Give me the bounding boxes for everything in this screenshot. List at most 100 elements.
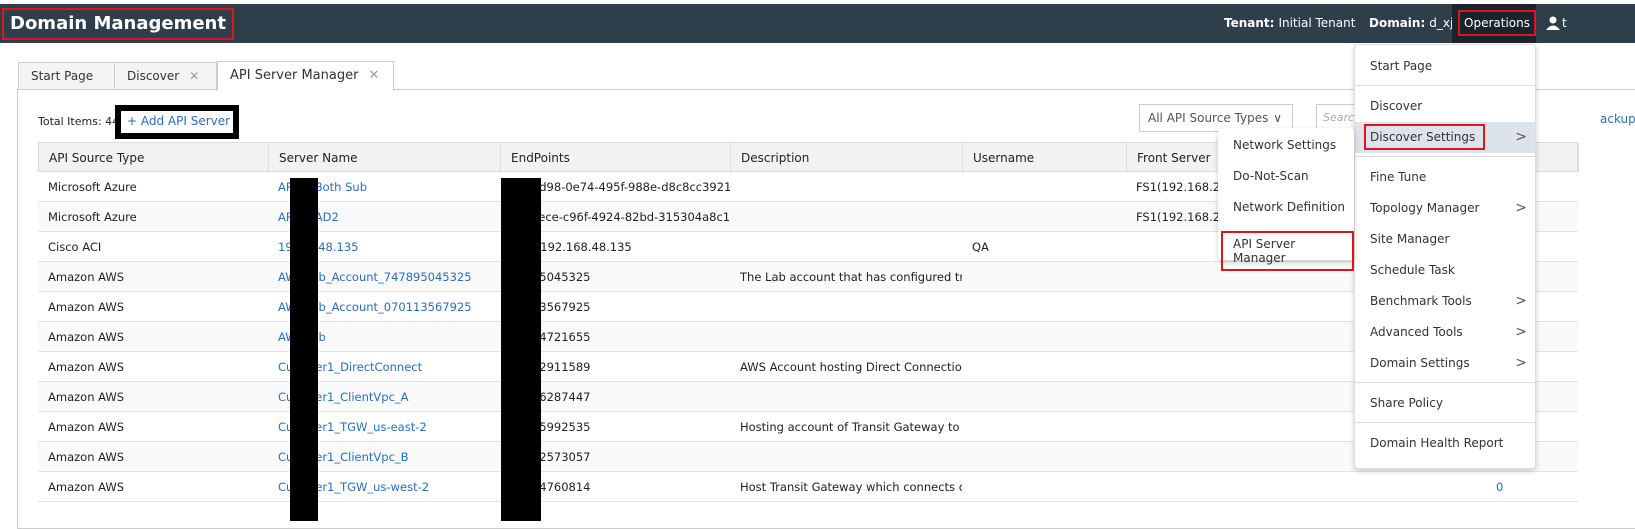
chevron-right-icon: > [1515, 355, 1527, 371]
tab-discover[interactable]: Discover ✕ [114, 62, 217, 90]
menu-item-discover-settings[interactable]: Discover Settings > [1355, 122, 1535, 153]
table-row[interactable]: Amazon AWS AW b 04 4721655 [38, 322, 1578, 352]
menu-item-fine-tune[interactable]: Fine Tune [1355, 162, 1535, 193]
close-icon[interactable]: ✕ [368, 68, 380, 83]
menu-item-topology-manager[interactable]: Topology Manager > [1355, 193, 1535, 224]
backup-link[interactable]: ackup [1600, 112, 1635, 126]
cell-user [962, 202, 1126, 232]
tab-label: Discover [127, 69, 180, 83]
column-header[interactable]: Description [731, 143, 963, 173]
tab-api-server-manager[interactable]: API Server Manager ✕ [217, 61, 394, 91]
submenu-item-do-not-scan[interactable]: Do-Not-Scan [1233, 169, 1309, 183]
domain-selector[interactable]: Domain: d_xj [1369, 16, 1453, 30]
cell-user [962, 352, 1126, 382]
table-row[interactable]: Amazon AWS Cu er1_TGW_us-west-2 30 4760814… [38, 472, 1578, 502]
menu-item-benchmark-tools[interactable]: Benchmark Tools > [1355, 286, 1535, 317]
cell-front [1126, 472, 1458, 502]
cell-name[interactable]: Cu er1_TGW_us-west-2 [278, 480, 430, 494]
cell-type: Amazon AWS [48, 330, 125, 344]
domain-value: d_xj [1429, 16, 1454, 30]
cell-name[interactable]: Cu er1_TGW_us-east-2 [278, 420, 427, 434]
column-header[interactable]: EndPoints [501, 143, 731, 173]
tenant-value: Initial Tenant [1278, 16, 1356, 30]
table-row[interactable]: Amazon AWS Cu er1_DirectConnect 42 2911589… [38, 352, 1578, 382]
menu-item-label: Schedule Task [1370, 263, 1455, 277]
menu-item-label: Advanced Tools [1370, 325, 1463, 339]
cell-name[interactable]: 19 .48.135 [278, 240, 359, 254]
table-row[interactable]: Amazon AWS Cu er1_TGW_us-east-2 16 5992535… [38, 412, 1578, 442]
cell-last[interactable]: 0 [1496, 480, 1504, 494]
menu-item-label: Discover [1370, 99, 1423, 113]
menu-item-site-manager[interactable]: Site Manager [1355, 224, 1535, 255]
menu-divider [1355, 382, 1535, 383]
cell-user [962, 472, 1126, 502]
source-type-filter[interactable]: All API Source Types ∨ [1139, 104, 1293, 132]
cell-desc [730, 232, 962, 262]
chevron-right-icon: > [1515, 293, 1527, 309]
menu-item-advanced-tools[interactable]: Advanced Tools > [1355, 317, 1535, 348]
tab-label: Start Page [31, 69, 94, 83]
menu-item-label: Site Manager [1370, 232, 1450, 246]
redaction-bar [290, 178, 318, 521]
menu-item-share-policy[interactable]: Share Policy [1355, 388, 1535, 419]
column-header[interactable]: API Source Type [39, 143, 269, 173]
cell-name[interactable]: AP AD2 [278, 210, 339, 224]
menu-item-label: Benchmark Tools [1370, 294, 1472, 308]
menu-item-start-page[interactable]: Start Page [1355, 51, 1535, 82]
menu-item-domain-settings[interactable]: Domain Settings > [1355, 348, 1535, 379]
cell-desc [730, 292, 962, 322]
add-api-server-button[interactable]: + Add API Server [115, 105, 239, 139]
cell-desc [730, 322, 962, 352]
cell-name[interactable]: Cu er1_DirectConnect [278, 360, 423, 374]
cell-desc: AWS Account hosting Direct Connectio... [740, 360, 962, 374]
cell-desc [730, 442, 962, 472]
submenu-item-api-server-manager[interactable]: API Server Manager [1221, 231, 1354, 271]
cell-user [962, 412, 1126, 442]
table-row[interactable]: Amazon AWS Cu er1_ClientVpc_A 58 6287447 [38, 382, 1578, 412]
menu-item-label: Start Page [1370, 59, 1433, 73]
table-row[interactable]: Amazon AWS AW b_Account_070113567925 07 35… [38, 292, 1578, 322]
cell-type: Amazon AWS [48, 300, 125, 314]
user-icon[interactable] [1546, 16, 1560, 30]
cell-type: Amazon AWS [48, 270, 125, 284]
chevron-right-icon: > [1515, 129, 1527, 145]
discover-settings-submenu: Network Settings Do-Not-Scan Network Defin… [1218, 128, 1354, 271]
cell-user: QA [972, 240, 989, 254]
cell-user [962, 172, 1126, 202]
operations-label: Operations [1458, 10, 1536, 36]
cell-name[interactable]: Cu er1_ClientVpc_B [278, 450, 409, 464]
cell-type: Cisco ACI [48, 240, 102, 254]
user-name[interactable]: t [1562, 16, 1567, 30]
tenant-label: Tenant: [1224, 16, 1275, 30]
cell-type: Amazon AWS [48, 420, 125, 434]
table-row[interactable]: Cisco ACI 19 .48.135 ht /192.168.48.135 QA [38, 232, 1578, 262]
cell-desc: Host Transit Gateway which connects cl..… [740, 480, 962, 494]
menu-item-label: Discover Settings [1364, 124, 1486, 150]
cell-type: Amazon AWS [48, 450, 125, 464]
close-icon[interactable]: ✕ [189, 69, 200, 83]
cell-name[interactable]: AP Both Sub [278, 180, 368, 194]
menu-item-label: Fine Tune [1370, 170, 1427, 184]
total-items: Total Items: 44 [38, 115, 120, 128]
submenu-item-network-definition[interactable]: Network Definition [1233, 200, 1346, 214]
cell-name[interactable]: Cu er1_ClientVpc_A [278, 390, 409, 404]
tab-start-page[interactable]: Start Page [18, 62, 115, 90]
table-row[interactable]: Amazon AWS Cu er1_ClientVpc_B 24 2573057 [38, 442, 1578, 472]
submenu-item-network-settings[interactable]: Network Settings [1233, 138, 1337, 152]
cell-desc [730, 382, 962, 412]
top-bar: Domain Management Tenant: Initial Tenant … [0, 4, 1635, 43]
column-header[interactable]: Username [963, 143, 1127, 173]
cell-user [962, 442, 1126, 472]
column-header[interactable]: Server Name [269, 143, 501, 173]
menu-item-label: Topology Manager [1370, 201, 1480, 215]
cell-user [962, 382, 1126, 412]
operations-menu-button[interactable]: Operations [1452, 4, 1536, 43]
redaction-bar [501, 178, 541, 521]
menu-item-discover[interactable]: Discover [1355, 91, 1535, 122]
menu-item-domain-health-report[interactable]: Domain Health Report [1355, 428, 1535, 459]
chevron-right-icon: > [1515, 200, 1527, 216]
cell-desc [730, 202, 962, 232]
menu-item-schedule-task[interactable]: Schedule Task [1355, 255, 1535, 286]
tenant-selector[interactable]: Tenant: Initial Tenant [1224, 16, 1355, 30]
table-row[interactable]: Microsoft Azure AP Both Sub 85 d98-0e74-49… [38, 172, 1578, 202]
